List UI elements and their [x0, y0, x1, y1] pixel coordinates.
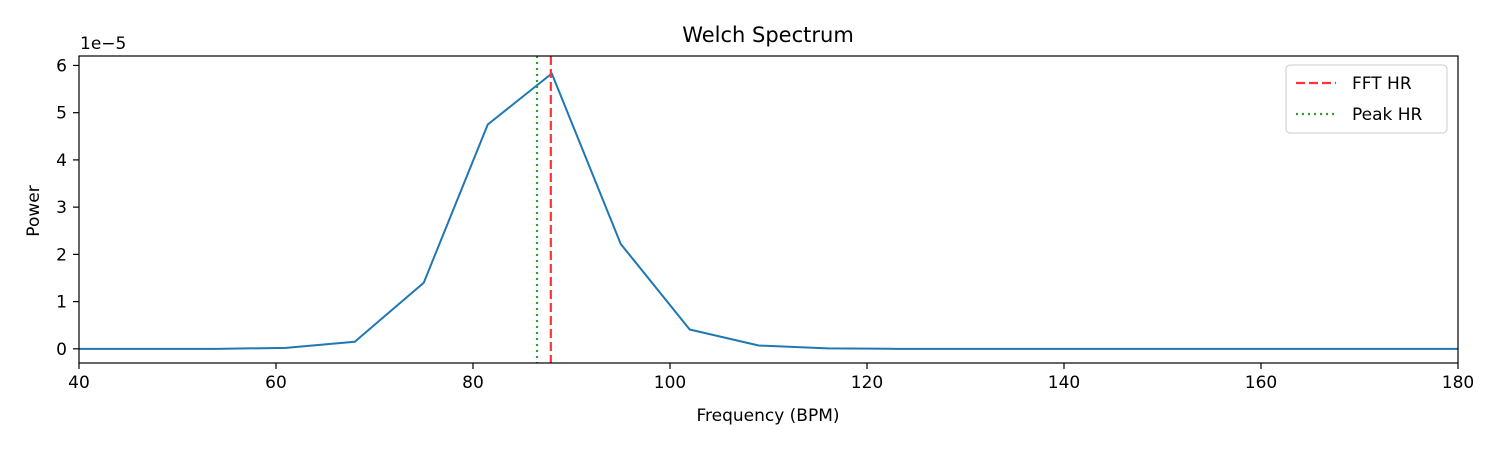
y-tick-label: 4: [56, 151, 67, 171]
x-tick-label: 120: [851, 373, 883, 393]
chart-title: Welch Spectrum: [682, 23, 854, 47]
y-tick-label: 6: [56, 56, 67, 76]
x-tick-label: 60: [265, 373, 287, 393]
x-tick-label: 140: [1048, 373, 1080, 393]
y-tick-label: 1: [56, 293, 67, 313]
x-tick-label: 100: [654, 373, 686, 393]
y-tick-label: 2: [56, 245, 67, 265]
y-tick-label: 0: [56, 340, 67, 360]
legend-fft-hr-label: FFT HR: [1352, 74, 1412, 94]
y-offset-text: 1e−5: [80, 34, 126, 54]
x-tick-label: 160: [1245, 373, 1277, 393]
x-tick-label: 80: [462, 373, 484, 393]
y-tick-label: 5: [56, 104, 67, 124]
plot-frame: [78, 55, 1459, 364]
x-tick-label: 180: [1442, 373, 1474, 393]
y-tick-label: 3: [56, 198, 67, 218]
spectrum-line: [79, 72, 1458, 350]
x-axis-label: Frequency (BPM): [696, 406, 839, 426]
y-axis-label: Power: [24, 185, 44, 236]
legend: FFT HR Peak HR: [1285, 64, 1448, 134]
x-tick-label: 40: [68, 373, 90, 393]
legend-peak-hr-label: Peak HR: [1352, 105, 1423, 125]
